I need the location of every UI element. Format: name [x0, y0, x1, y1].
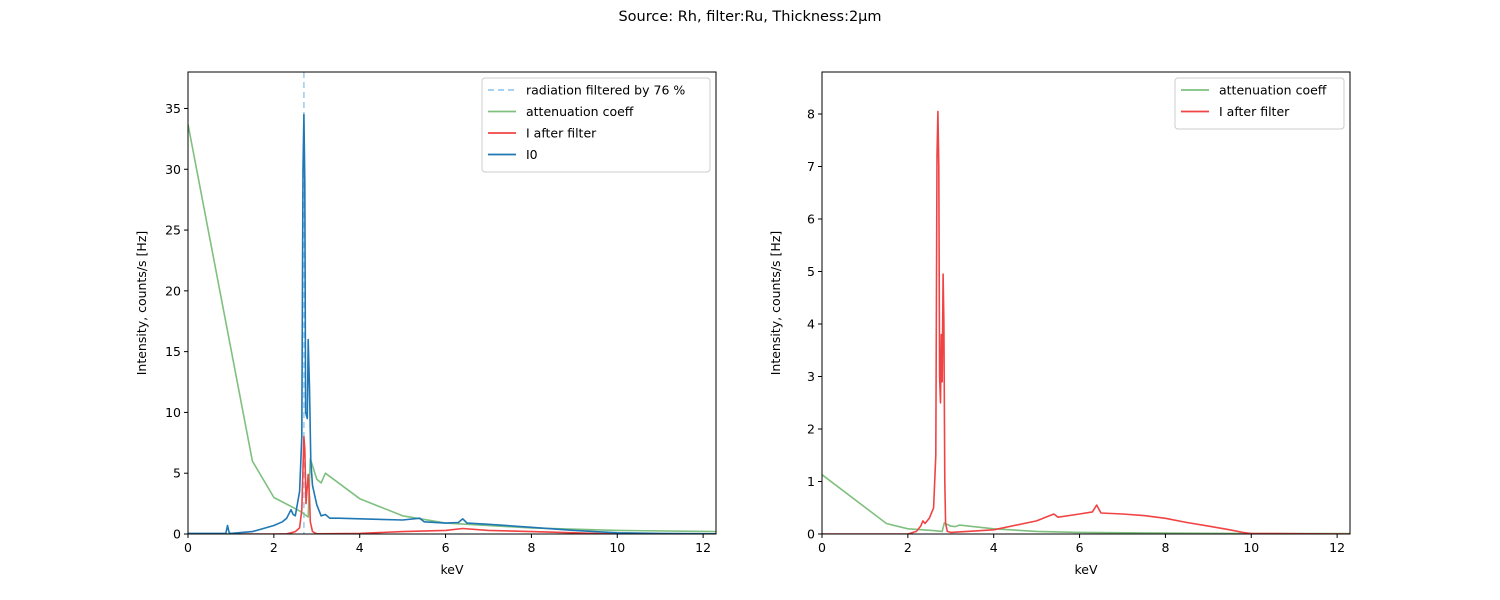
- legend-label: I after filter: [526, 126, 597, 141]
- x-tick-label: 8: [1161, 540, 1169, 555]
- legend-label: I0: [526, 147, 538, 162]
- x-tick-label: 12: [1329, 540, 1345, 555]
- series-line-attenuation-coeff: [188, 124, 716, 533]
- series-line-attenuation-coeff: [822, 474, 1350, 534]
- x-tick-label: 10: [609, 540, 625, 555]
- y-tick-label: 15: [165, 344, 181, 359]
- x-axis-label: keV: [1074, 562, 1097, 577]
- series-line-i0: [188, 113, 716, 534]
- y-tick-label: 2: [807, 422, 815, 437]
- x-tick-label: 2: [904, 540, 912, 555]
- series-line-i-after-filter: [188, 435, 716, 534]
- legend: attenuation coeff I after filter: [1174, 77, 1345, 130]
- y-tick-label: 35: [165, 101, 181, 116]
- x-tick-label: 0: [184, 540, 192, 555]
- y-tick-label: 4: [807, 317, 815, 332]
- x-tick-label: 4: [990, 540, 998, 555]
- axes-frame: [821, 71, 1351, 535]
- y-tick-label: 1: [807, 474, 815, 489]
- left-chart-panel: 0 2 4 6 8 10 12 0 5 10 15 20 25 30 35 keV Intensity, cou…: [134, 71, 717, 577]
- y-axis-label: Intensity, counts/s [Hz]: [134, 231, 149, 376]
- legend-box: [481, 77, 711, 173]
- x-tick-label: 6: [1076, 540, 1084, 555]
- y-tick-label: 10: [165, 405, 181, 420]
- x-tick-label: 4: [356, 540, 364, 555]
- y-tick-label: 3: [807, 369, 815, 384]
- y-tick-label: 8: [807, 107, 815, 122]
- y-tick-label: 6: [807, 212, 815, 227]
- y-tick-label: 5: [173, 466, 181, 481]
- legend-label: radiation filtered by 76 %: [526, 83, 685, 98]
- series-line-i-after-filter: [822, 110, 1350, 534]
- y-tick-label: 25: [165, 223, 181, 238]
- legend: radiation filtered by 76 % attenuation co…: [481, 77, 711, 173]
- plot-area: [188, 72, 716, 534]
- y-tick-label: 30: [165, 162, 181, 177]
- y-tick-label: 5: [807, 264, 815, 279]
- legend-label: I after filter: [1219, 104, 1290, 119]
- legend-label: attenuation coeff: [526, 104, 634, 119]
- figure-title: Source: Rh, filter:Ru, Thickness:2µm: [618, 9, 882, 25]
- legend-label: attenuation coeff: [1219, 83, 1327, 98]
- x-tick-label: 6: [442, 540, 450, 555]
- x-tick-label: 2: [270, 540, 278, 555]
- legend-box: [1174, 77, 1345, 130]
- y-tick-label: 0: [807, 527, 815, 542]
- plot-area: [822, 110, 1350, 534]
- x-tick-label: 0: [818, 540, 826, 555]
- x-tick-label: 10: [1243, 540, 1259, 555]
- y-axis-label: Intensity, counts/s [Hz]: [768, 231, 783, 376]
- x-tick-label: 8: [527, 540, 535, 555]
- axes-frame: [187, 71, 717, 535]
- y-tick-label: 0: [173, 527, 181, 542]
- x-tick-label: 12: [695, 540, 711, 555]
- y-tick-label: 20: [165, 283, 181, 298]
- y-tick-label: 7: [807, 159, 815, 174]
- x-axis-label: keV: [440, 562, 463, 577]
